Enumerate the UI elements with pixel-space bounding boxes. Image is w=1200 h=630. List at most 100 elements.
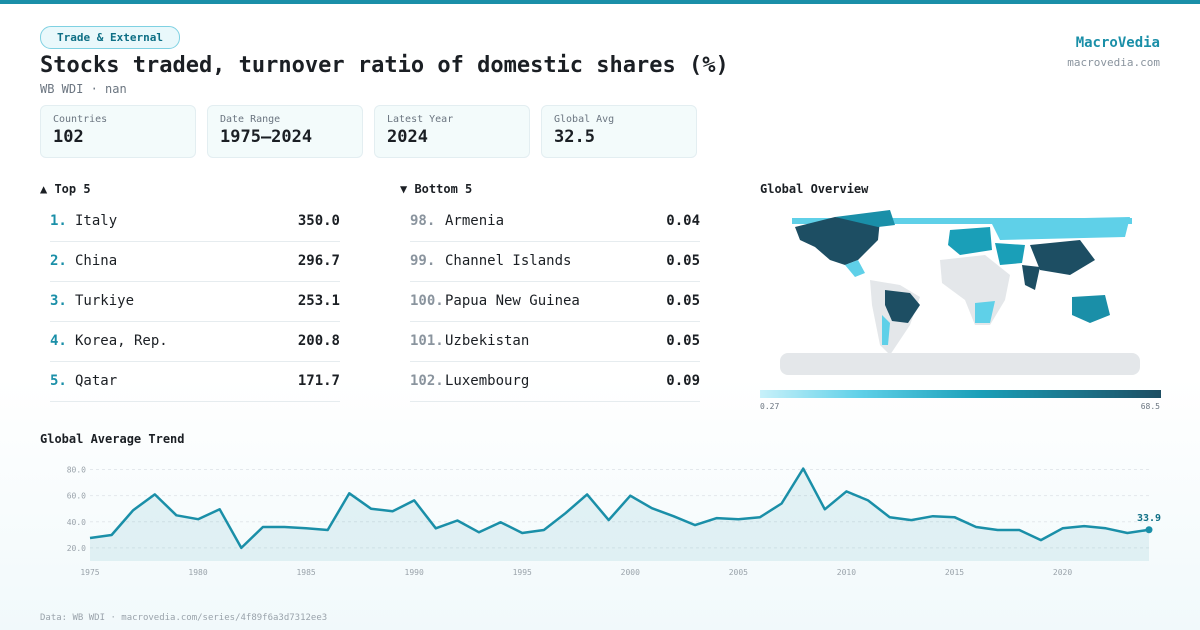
rank-row: 100. Papua New Guinea 0.05 [410, 281, 700, 322]
x-tick-label: 2005 [729, 568, 748, 577]
country [975, 301, 995, 323]
x-tick-label: 1995 [513, 568, 532, 577]
y-tick-label: 40.0 [67, 518, 86, 527]
rank-value: 350.0 [297, 213, 340, 229]
country [990, 217, 1130, 240]
x-tick-label: 1985 [296, 568, 315, 577]
country [792, 218, 1132, 224]
rank-row: 5. Qatar 171.7 [50, 361, 340, 402]
rank: 102. [410, 373, 444, 389]
world-map: 0.27 68.5 [760, 210, 1161, 411]
color-bar [760, 390, 1161, 398]
stat-label: Global Avg [554, 114, 615, 125]
rank-row: 101. Uzbekistan 0.05 [410, 321, 700, 362]
rank: 3. [50, 293, 67, 309]
rank-row: 98. Armenia 0.04 [410, 201, 700, 242]
x-tick-label: 2000 [621, 568, 640, 577]
stat-card: Latest Year 2024 [374, 105, 530, 158]
rank-row: 2. China 296.7 [50, 241, 340, 282]
y-tick-label: 20.0 [67, 544, 86, 553]
rank: 98. [410, 213, 436, 229]
stat-card: Date Range 1975–2024 [207, 105, 363, 158]
stat-label: Latest Year [387, 114, 454, 125]
subtitle: WB WDI · nan [40, 82, 127, 96]
country [845, 260, 865, 277]
section-title: ▲ Top 5 [40, 182, 91, 196]
stat-label: Countries [53, 114, 108, 125]
chart-title: Global Average Trend [40, 432, 185, 446]
stat-card: Global Avg 32.5 [541, 105, 697, 158]
country-name: Luxembourg [445, 373, 530, 389]
line-area [90, 468, 1149, 561]
countries [780, 210, 1140, 375]
country [1072, 295, 1110, 323]
rank-value: 0.05 [666, 333, 700, 349]
last-point [1145, 526, 1153, 534]
rank-row: 3. Turkiye 253.1 [50, 281, 340, 322]
country [885, 290, 920, 323]
section-title: ▼ Bottom 5 [400, 182, 473, 196]
x-tick-label: 2010 [837, 568, 856, 577]
brand: MacroVedia [1075, 35, 1160, 51]
value-label: 33.9 [1137, 513, 1161, 524]
country-name: Italy [75, 213, 118, 229]
rank-row: 1. Italy 350.0 [50, 201, 340, 242]
rank-value: 200.8 [297, 333, 340, 349]
country [1030, 240, 1095, 275]
rank-value: 171.7 [297, 373, 340, 389]
country-name: Korea, Rep. [75, 333, 168, 349]
x-tick-label: 2020 [1053, 568, 1072, 577]
country-name: Uzbekistan [445, 333, 530, 349]
country [995, 243, 1025, 265]
antarctica [780, 353, 1140, 375]
section-title: Global Overview [760, 182, 869, 196]
country-name: Qatar [75, 373, 118, 389]
country-name: Turkiye [75, 293, 135, 309]
rank-row: 99. Channel Islands 0.05 [410, 241, 700, 282]
country-name: Papua New Guinea [445, 293, 580, 309]
country [835, 210, 895, 227]
rank-value: 253.1 [297, 293, 340, 309]
rank-value: 0.05 [666, 293, 700, 309]
stat-card: Countries 102 [40, 105, 196, 158]
page-title: Stocks traded, turnover ratio of domesti… [40, 53, 729, 78]
x-tick-label: 1990 [405, 568, 424, 577]
category-tag: Trade & External [40, 26, 180, 49]
rank-value: 0.05 [666, 253, 700, 269]
stat-value: 1975–2024 [220, 127, 313, 147]
country [795, 217, 880, 265]
brand-url: macrovedia.com [1067, 56, 1160, 69]
footer: Data: WB WDI · macrovedia.com/series/4f8… [40, 613, 328, 623]
rank: 100. [410, 293, 444, 309]
line [89, 467, 1150, 550]
country-name: China [75, 253, 118, 269]
country [882, 315, 890, 345]
rank: 1. [50, 213, 67, 229]
y-tick-label: 80.0 [67, 466, 86, 475]
x-tick-label: 1975 [80, 568, 99, 577]
y-tick-label: 60.0 [67, 492, 86, 501]
country [1022, 265, 1040, 290]
rank-value: 296.7 [297, 253, 340, 269]
country-name: Channel Islands [445, 253, 572, 269]
trend-chart: 20.0 40.0 60.0 80.0 1975 1980 1985 1990 1995 2000… [67, 466, 1161, 577]
x-tick-label: 1980 [188, 568, 207, 577]
rank-value: 0.09 [666, 373, 700, 389]
rank: 99. [410, 253, 436, 269]
rank: 4. [50, 333, 67, 349]
top-bar [0, 0, 1200, 4]
stat-value: 102 [53, 127, 84, 147]
rank: 101. [410, 333, 444, 349]
x-tick-label: 2015 [945, 568, 964, 577]
stat-label: Date Range [220, 114, 281, 125]
country [948, 227, 992, 255]
scale-max: 68.5 [1141, 402, 1160, 411]
scale-min: 0.27 [760, 402, 779, 411]
rank: 2. [50, 253, 67, 269]
rank-row: 102. Luxembourg 0.09 [410, 361, 700, 402]
rank-row: 4. Korea, Rep. 200.8 [50, 321, 340, 362]
stat-value: 32.5 [554, 127, 595, 147]
rank: 5. [50, 373, 67, 389]
